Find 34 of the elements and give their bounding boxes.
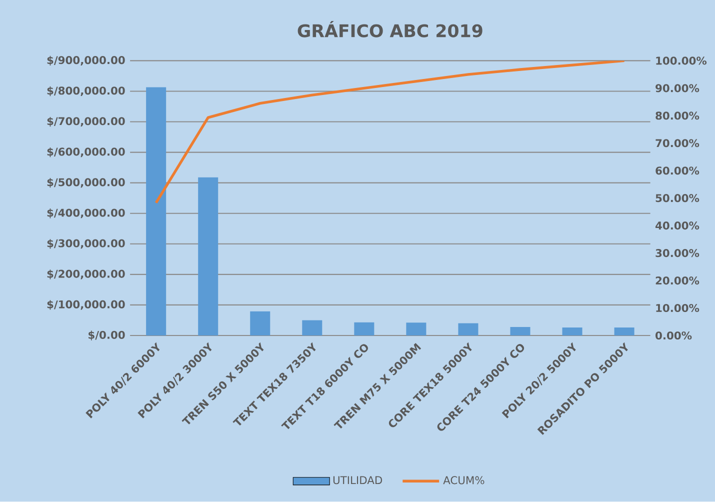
y2-tick-label: 90.00%: [656, 84, 700, 92]
y-tick-label: $/0.00: [88, 330, 125, 341]
y2-tick-label: 70.00%: [656, 139, 700, 148]
bar: [250, 312, 270, 336]
y-tick-label: $/700,000.00: [47, 117, 125, 127]
legend-label: ACUM%: [443, 476, 484, 484]
bar: [146, 87, 166, 336]
y2-tick-label: 10.00%: [656, 304, 700, 312]
y-tick-label: $/900,000.00: [47, 56, 125, 66]
y2-tick-label: 30.00%: [656, 249, 700, 258]
bar: [458, 323, 478, 336]
y2-tick-label: 50.00%: [656, 194, 700, 202]
y2-tick-label: 100.00%: [656, 56, 707, 65]
y2-tick-label: 80.00%: [656, 112, 700, 120]
y2-tick-label: 0.00%: [656, 332, 692, 340]
y-tick-label: $/800,000.00: [47, 86, 125, 96]
chart-title: GRÁFICO ABC 2019: [298, 21, 482, 38]
y-tick-label: $/500,000.00: [47, 178, 125, 188]
y2-tick-label: 20.00%: [656, 276, 700, 285]
bar: [198, 178, 218, 336]
y-tick-label: $/200,000.00: [47, 270, 125, 280]
y2-tick-label: 60.00%: [656, 166, 700, 175]
bar: [302, 320, 322, 336]
bar: [614, 328, 634, 336]
y-tick-label: $/100,000.00: [47, 300, 125, 310]
y-tick-label: $/400,000.00: [47, 208, 125, 218]
bar: [562, 328, 582, 336]
y2-tick-label: 40.00%: [655, 222, 700, 230]
bar: [406, 322, 426, 336]
legend-label: UTILIDAD: [333, 476, 382, 484]
y-tick-label: $/600,000.00: [47, 148, 125, 158]
bar: [510, 327, 530, 336]
y-tick-label: $/300,000.00: [47, 239, 125, 249]
bar: [354, 322, 374, 336]
